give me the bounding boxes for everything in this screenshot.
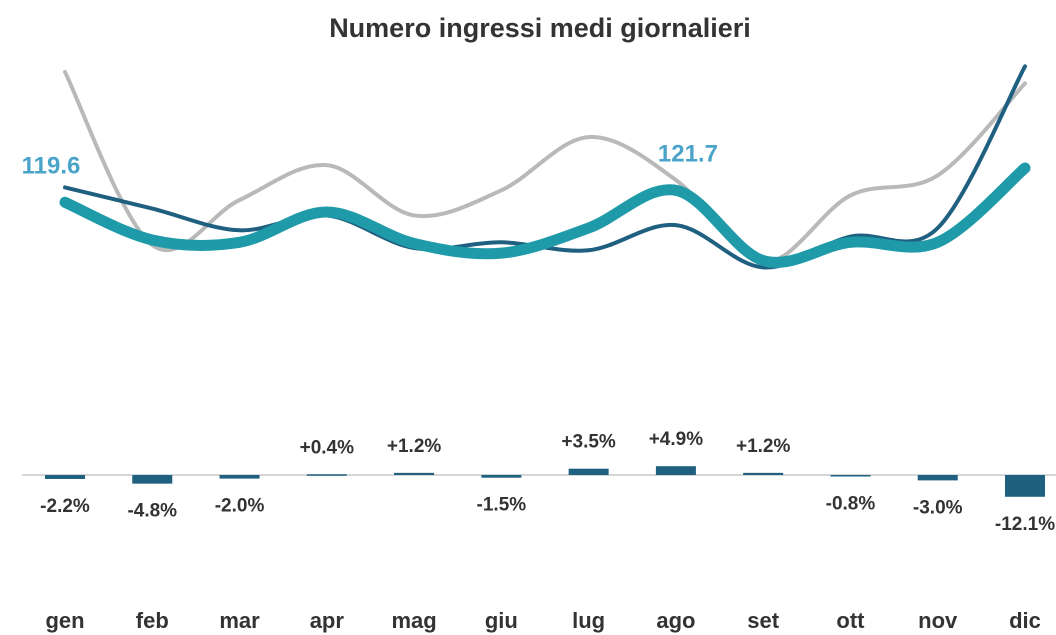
data-label: -3.0% <box>913 497 963 518</box>
bar <box>1005 475 1045 497</box>
bar <box>481 475 522 478</box>
data-label: +0.4% <box>300 437 355 458</box>
data-label: 121.7 <box>658 141 718 168</box>
bar <box>568 468 609 475</box>
data-label: 119.6 <box>22 153 81 180</box>
x-tick-label: nov <box>918 608 958 633</box>
data-label: -4.8% <box>127 501 177 522</box>
bar <box>394 472 435 475</box>
x-tick-label: giu <box>485 608 518 633</box>
line <box>59 162 1031 268</box>
data-label: -0.8% <box>826 493 876 514</box>
data-label: -12.1% <box>995 514 1055 535</box>
x-tick-label: lug <box>572 608 605 633</box>
data-label: -2.2% <box>40 496 90 517</box>
bar <box>655 466 696 475</box>
bar <box>917 475 958 481</box>
x-tick-label: ott <box>836 608 865 633</box>
x-tick-label: mar <box>219 608 260 633</box>
data-label: +1.2% <box>387 436 442 457</box>
data-label: +4.9% <box>649 429 704 450</box>
data-label: -1.5% <box>477 495 527 516</box>
bar <box>743 472 784 475</box>
line <box>63 70 1027 265</box>
bar <box>132 475 173 484</box>
line <box>63 64 1027 270</box>
x-tick-label: apr <box>310 608 345 633</box>
x-tick-label: mag <box>391 608 436 633</box>
data-label: -2.0% <box>215 496 265 517</box>
bar <box>45 475 85 479</box>
chart-title: Numero ingressi medi giornalieri <box>329 13 751 43</box>
bar <box>306 474 347 476</box>
x-tick-label: set <box>747 608 779 633</box>
data-label: +1.2% <box>736 436 791 457</box>
bar <box>830 475 871 477</box>
x-tick-label: ago <box>656 608 695 633</box>
x-tick-label: feb <box>136 608 169 633</box>
data-label: +3.5% <box>561 432 616 453</box>
bar <box>219 475 260 479</box>
x-tick-label: gen <box>45 608 84 633</box>
x-tick-label: dic <box>1009 608 1041 633</box>
